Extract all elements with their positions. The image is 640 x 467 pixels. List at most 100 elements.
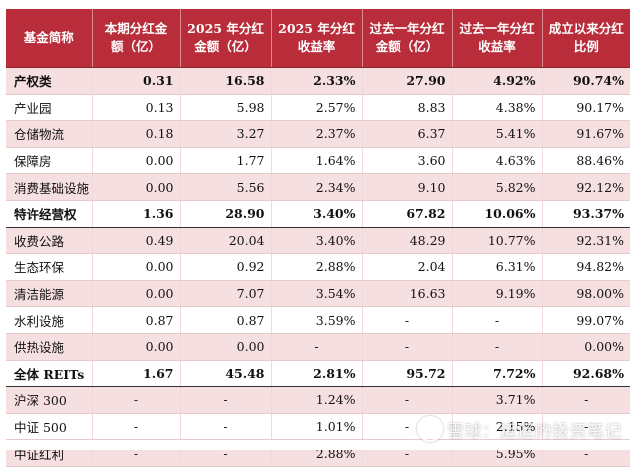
column-header-5: 过去一年分红 收益率 [452,9,543,68]
table-row: 产业园 0.13 5.98 2.57% 8.83 4.38% 90.17% [6,94,630,122]
value-cell: 45.48 [180,359,272,388]
value-cell: 2.34% [271,173,363,201]
value-cell: 0.49 [92,227,181,255]
value-cell: 0.92 [180,253,272,281]
value-cell: 2.57% [271,94,363,122]
header-row: 基金简称 本期分红金 额（亿） 2025 年分红 金额（亿） 2025 年分红 收益率 过去一… [6,9,630,68]
value-cell: 3.27 [180,120,272,148]
value-cell: - [362,386,453,414]
value-cell: 92.68% [542,359,630,388]
value-cell: 3.71% [452,386,543,414]
value-cell: 0.00% [542,333,630,361]
value-cell: - [180,386,272,414]
value-cell: 1.77 [180,147,272,175]
value-cell: 4.38% [452,94,543,122]
value-cell: 10.77% [452,227,543,255]
value-cell: 88.46% [542,147,630,175]
value-cell: 20.04 [180,227,272,255]
table-row: 全体 REITs 1.67 45.48 2.81% 95.72 7.72% 92.68% [6,359,630,388]
row-label-cell: 清洁能源 [6,280,93,308]
value-cell: - [92,413,181,441]
column-header-line: 额（亿） [110,39,161,54]
value-cell: 9.19% [452,280,543,308]
column-header-line: 2025 年分红 [187,21,264,36]
table-row: 产权类 0.31 16.58 2.33% 27.90 4.92% 90.74% [6,67,630,95]
value-cell: - [542,386,630,414]
value-cell: - [542,413,630,441]
value-cell: 3.40% [271,199,363,228]
table-row: 水利设施 0.87 0.87 3.59% - -99.07% [6,306,630,334]
value-cell: 2.81% [271,359,363,388]
reits-dividend-table-container: 基金简称 本期分红金 额（亿） 2025 年分红 金额（亿） 2025 年分红 收益率 过去一… [6,9,630,467]
value-cell: 16.63 [362,280,453,308]
table-row: 供热设施 0.00 0.00- - -0.00% [6,333,630,361]
value-cell: 1.36 [92,199,181,228]
value-cell: 0.00 [92,173,181,201]
row-label-cell: 沪深 300 [6,386,93,414]
value-cell: 92.31% [542,227,630,255]
value-cell: 6.31% [452,253,543,281]
value-cell: 91.67% [542,120,630,148]
bottom-cutoff [0,440,640,450]
value-cell: - [452,306,543,334]
value-cell: - [271,333,363,361]
row-label-cell: 保障房 [6,147,93,175]
row-label-cell: 特许经营权 [6,199,93,228]
value-cell: 5.82% [452,173,543,201]
value-cell: - [362,333,453,361]
row-label-cell: 仓储物流 [6,120,93,148]
value-cell: 0.13 [92,94,181,122]
column-header-line: 基金简称 [23,30,74,45]
value-cell: 90.74% [542,67,630,95]
table-row: 保障房 0.00 1.77 1.64% 3.60 4.63% 88.46% [6,147,630,175]
value-cell: 3.60 [362,147,453,175]
value-cell: 1.67 [92,359,181,388]
value-cell: 93.37% [542,199,630,228]
column-header-line: 过去一年分红 [369,21,445,36]
row-label-cell: 供热设施 [6,333,93,361]
value-cell: 0.18 [92,120,181,148]
value-cell: - [180,413,272,441]
column-header-line: 金额（亿） [375,39,439,54]
value-cell: 16.58 [180,67,272,95]
table-row: 仓储物流 0.18 3.27 2.37% 6.37 5.41% 91.67% [6,120,630,148]
column-header-2: 2025 年分红 金额（亿） [180,9,272,68]
value-cell: 0.00 [92,333,181,361]
value-cell: 0.00 [92,147,181,175]
value-cell: - [92,386,181,414]
table-row: 生态环保 0.00 0.92 2.88% 2.04 6.31% 94.82% [6,253,630,281]
column-header-line: 过去一年分红 [459,21,535,36]
value-cell: 27.90 [362,67,453,95]
column-header-0: 基金简称 [6,9,93,68]
column-header-3: 2025 年分红 收益率 [271,9,363,68]
value-cell: 28.90 [180,199,272,228]
value-cell: 1.24% [271,386,363,414]
value-cell: 0.87 [92,306,181,334]
value-cell: 3.40% [271,227,363,255]
value-cell: 10.06% [452,199,543,228]
value-cell: 67.82 [362,199,453,228]
value-cell: 94.82% [542,253,630,281]
value-cell: 48.29 [362,227,453,255]
column-header-6: 成立以来分红 比例 [542,9,630,68]
column-header-line: 成立以来分红 [548,21,624,36]
value-cell: 2.33% [271,67,363,95]
row-label-cell: 收费公路 [6,227,93,255]
table-row: 清洁能源 0.00 7.07 3.54% 16.63 9.19% 98.00% [6,280,630,308]
table-row: 特许经营权 1.36 28.90 3.40% 67.82 10.06% 93.37% [6,199,630,228]
value-cell: 4.92% [452,67,543,95]
column-header-line: 金额（亿） [194,39,257,54]
row-label-cell: 产业园 [6,94,93,122]
value-cell: 7.72% [452,359,543,388]
value-cell: 3.54% [271,280,363,308]
table-row: 消费基础设施 0.00 5.56 2.34% 9.10 5.82% 92.12% [6,173,630,201]
row-label-cell: 全体 REITs [6,359,93,388]
value-cell: 95.72 [362,359,453,388]
table-body: 产权类 0.31 16.58 2.33% 27.90 4.92% 90.74% 产业园 0.13… [6,67,630,467]
value-cell: 0.00 [92,253,181,281]
row-label-cell: 产权类 [6,67,93,95]
column-header-line: 收益率 [478,39,516,54]
column-header-line: 2025 年分红 [278,21,355,36]
row-label-cell: 生态环保 [6,253,93,281]
value-cell: 0.87 [180,306,272,334]
